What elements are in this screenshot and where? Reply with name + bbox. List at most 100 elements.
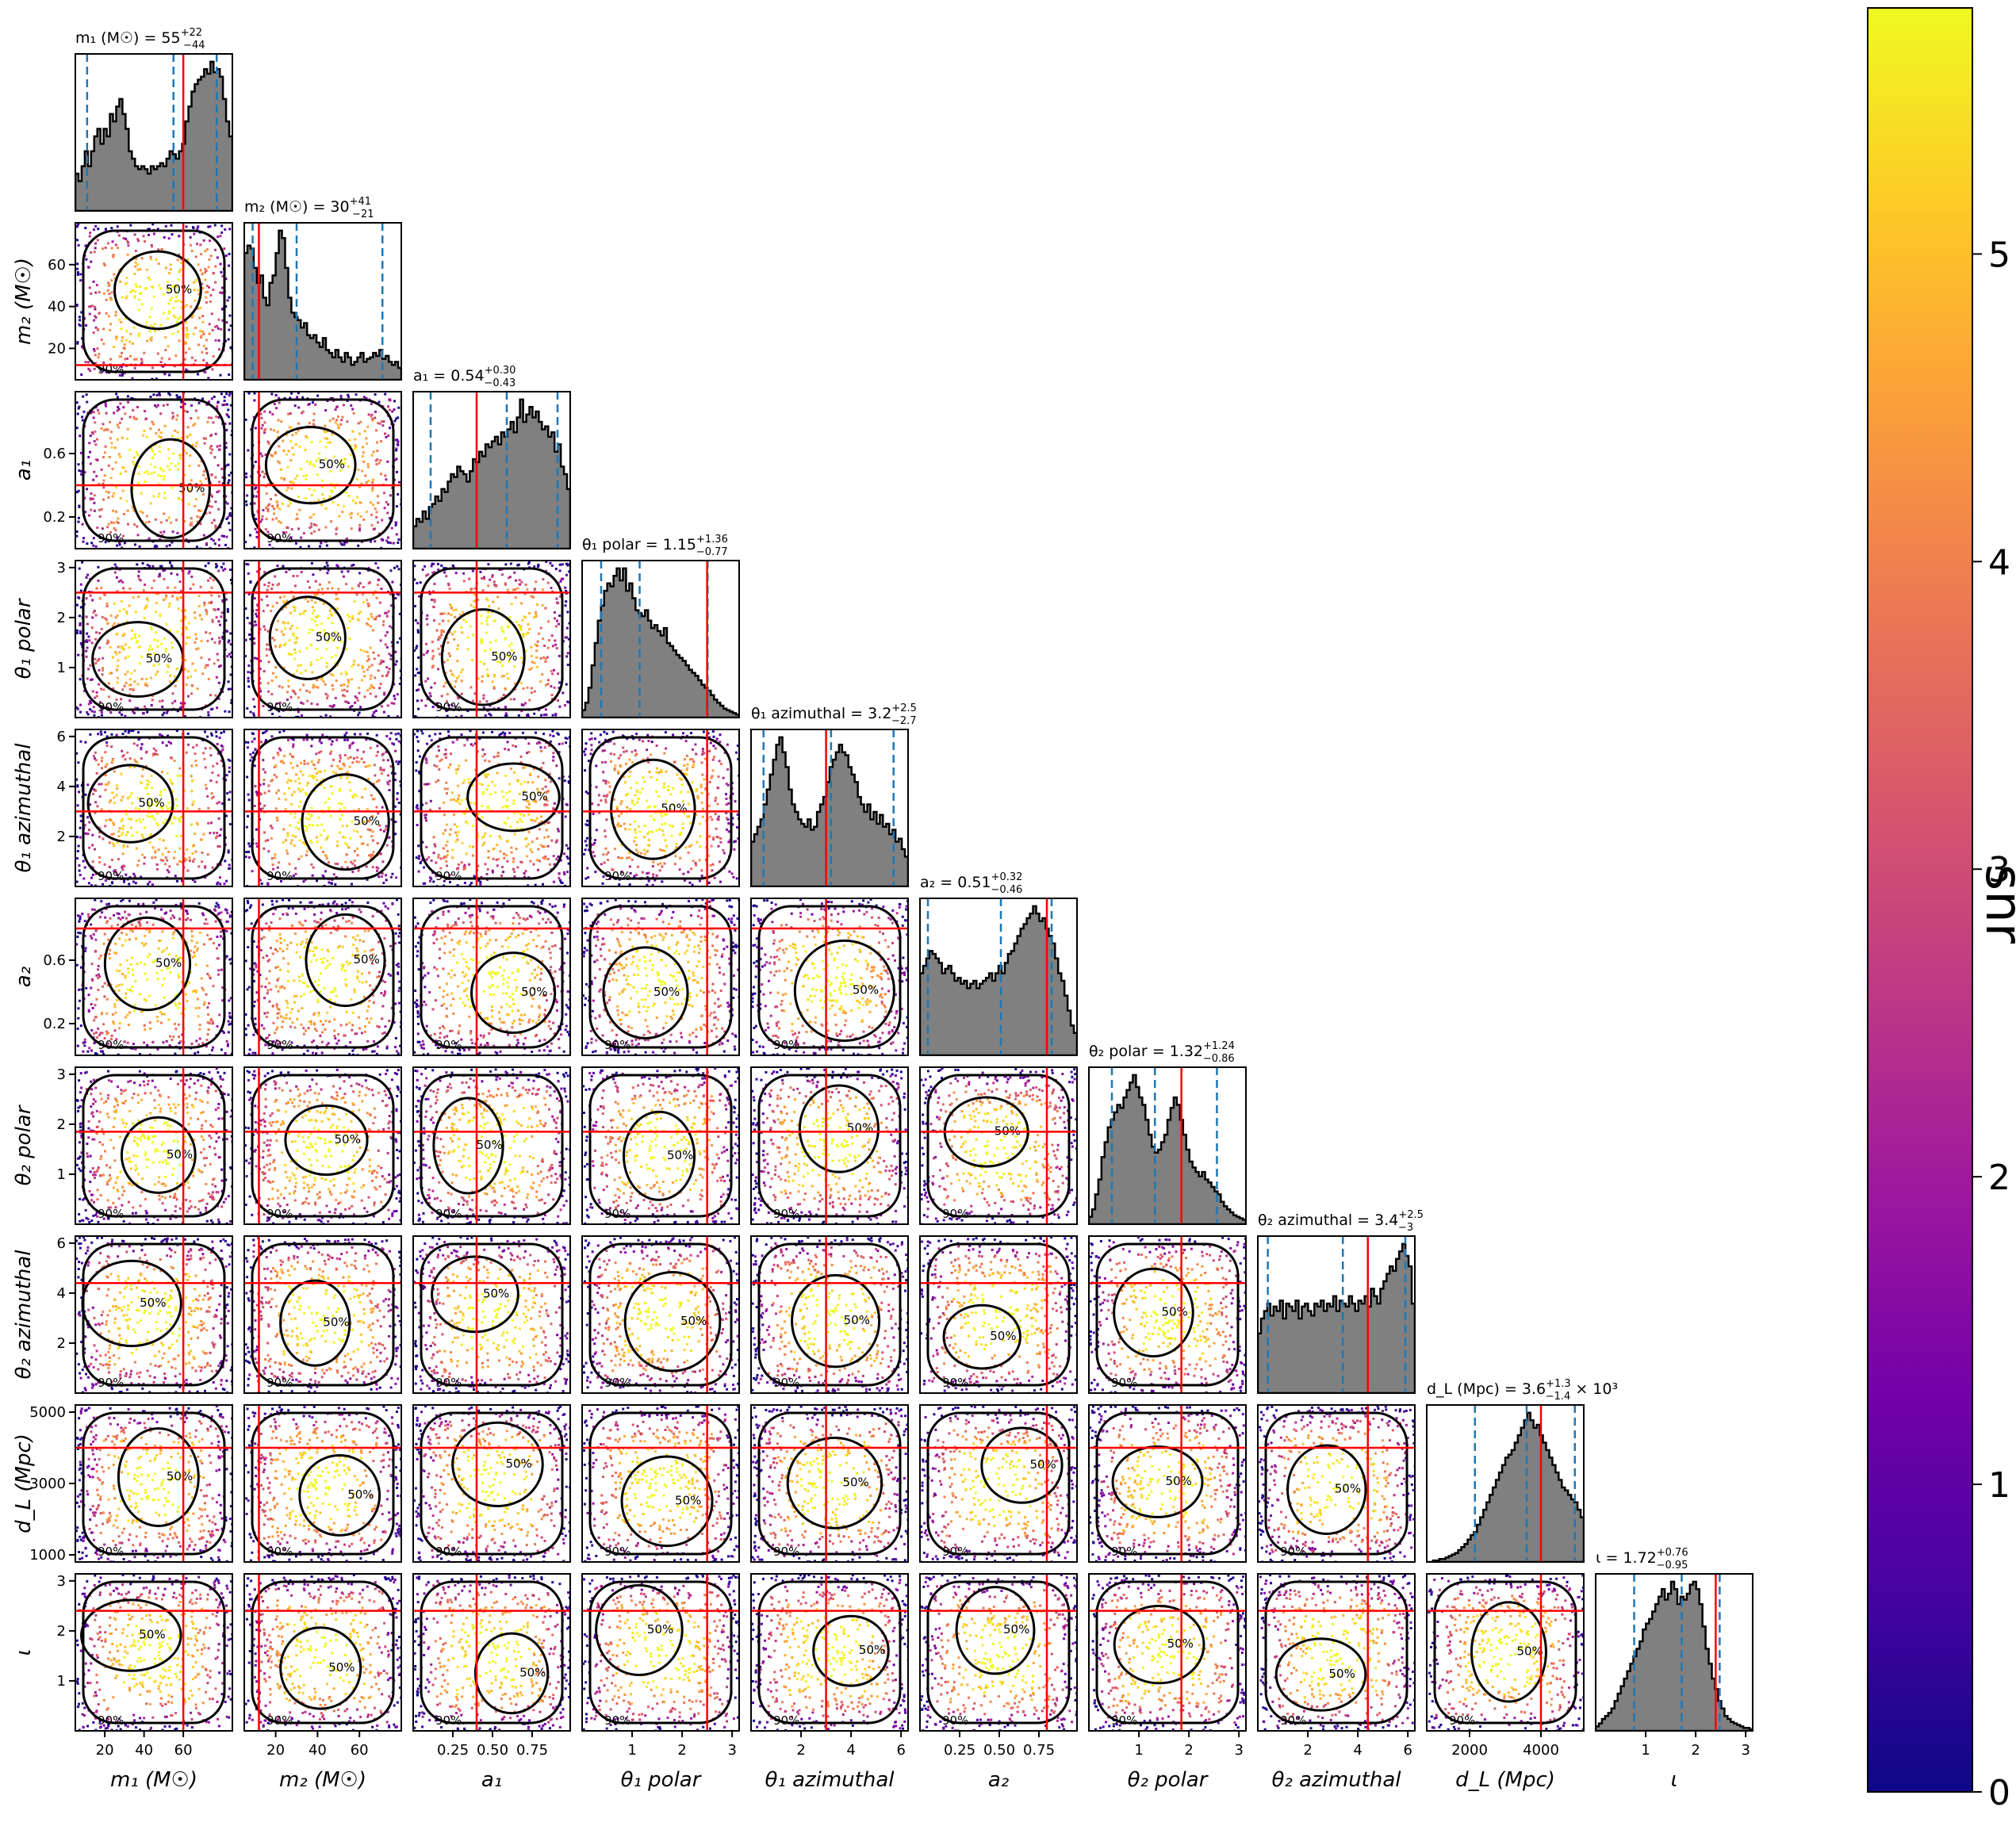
- scatter-m1-vs-theta1a: 50% 90% 2 4 6 θ₁ azimuthal: [12, 729, 233, 887]
- scatter-a1-vs-a2: 50% 90%: [412, 898, 571, 1056]
- contour-90: [757, 905, 902, 1049]
- contour-label-90: 90%: [435, 1713, 462, 1728]
- panel-frame: [75, 1066, 233, 1225]
- scatter-a1-vs-theta1p: 50% 90%: [412, 560, 571, 718]
- contour-label-50: 50%: [847, 1121, 873, 1135]
- colorbar-label: snr: [1974, 864, 2016, 944]
- scatter-points: [920, 1574, 1077, 1731]
- contour-label-90: 90%: [604, 1713, 630, 1728]
- contour-label-90: 90%: [435, 1545, 462, 1559]
- x-tick-label: 3: [1741, 1742, 1750, 1759]
- title-minus: −0.46: [991, 884, 1022, 896]
- y-tick-label: 6: [57, 729, 66, 745]
- scatter-points: [244, 1236, 401, 1393]
- scatter-points: [244, 729, 401, 886]
- contour-label-50: 50%: [519, 1665, 546, 1679]
- contour-90: [1264, 1580, 1409, 1725]
- histogram-theta2a: θ₂ azimuthal = 3.4+2.5 −3: [1257, 1209, 1424, 1394]
- contour-50: [279, 1279, 351, 1367]
- scatter-points: [1258, 1405, 1415, 1562]
- contour-label-50: 50%: [1167, 1637, 1194, 1651]
- y-tick-label: 2: [57, 829, 66, 845]
- contour-90: [588, 1580, 733, 1725]
- panel-frame: [581, 1235, 740, 1394]
- scatter-m2-vs-a2: 50% 90%: [243, 898, 402, 1056]
- contour-label-90: 90%: [98, 1545, 124, 1559]
- contour-label-90: 90%: [604, 1545, 630, 1559]
- contour-90: [1095, 1580, 1240, 1725]
- contour-label-50: 50%: [1516, 1644, 1543, 1658]
- panel-frame: [75, 729, 233, 887]
- contour-label-90: 90%: [435, 869, 462, 883]
- panel-frame: [750, 1404, 909, 1563]
- panel-frame: [581, 729, 740, 887]
- scatter-points: [413, 561, 570, 718]
- contour-50: [86, 764, 174, 844]
- panel-frame: [1257, 1573, 1416, 1732]
- scatter-m1-vs-a2: 50% 90% 0.2 0.6 a₂: [12, 898, 233, 1056]
- histogram-bars: [920, 905, 1077, 1055]
- title-minus: −1.4: [1546, 1391, 1571, 1403]
- x-tick-label: 2: [1303, 1742, 1312, 1759]
- panel-frame: [412, 898, 571, 1056]
- contour-label-50: 50%: [853, 982, 879, 997]
- contour-50: [103, 916, 192, 1012]
- y-tick-label: 4: [57, 779, 66, 795]
- contour-90: [757, 1580, 902, 1725]
- contour-90: [588, 905, 733, 1049]
- scatter-points: [413, 1574, 570, 1731]
- contour-label-50: 50%: [1335, 1482, 1361, 1496]
- colorbar-gradient: [1867, 7, 1973, 1793]
- contour-label-90: 90%: [942, 1713, 968, 1728]
- scatter-m2-vs-theta1p: 50% 90%: [243, 560, 402, 718]
- contour-label-50: 50%: [653, 985, 680, 999]
- title-name: m₁ (M☉): [75, 29, 139, 47]
- panel-frame: [919, 898, 1078, 1056]
- histogram-bars: [75, 60, 232, 211]
- y-tick-label: 40: [48, 299, 66, 316]
- contour-50: [451, 1421, 544, 1507]
- scatter-points: [75, 898, 232, 1055]
- histogram-title: θ₂ azimuthal = 3.4+2.5 −3: [1258, 1209, 1424, 1234]
- histogram-dl: d_L (Mpc) = 3.6+1.3 −1.4 × 10³: [1426, 1378, 1618, 1563]
- y-axis-label: θ₂ polar: [12, 1104, 36, 1185]
- histogram-theta1a: θ₁ azimuthal = 3.2+2.5 −2.7: [750, 702, 917, 887]
- title-eq: =: [139, 29, 161, 47]
- y-axis-label: ι: [12, 1649, 36, 1656]
- contour-label-90: 90%: [98, 531, 124, 546]
- y-axis-label: θ₁ azimuthal: [12, 743, 36, 873]
- panel-frame: [243, 1573, 402, 1732]
- scatter-theta2p-vs-iota: 50% 90% 1 2 3 θ₂ polar: [1088, 1573, 1247, 1792]
- title-eq: =: [1352, 1212, 1374, 1229]
- contour-label-50: 50%: [139, 1628, 165, 1642]
- contour-label-90: 90%: [1280, 1545, 1306, 1559]
- panel-frame: [75, 53, 233, 212]
- x-tick-label: 0.50: [983, 1742, 1015, 1759]
- contour-label-50: 50%: [844, 1313, 870, 1327]
- title-minus: −3: [1398, 1222, 1413, 1234]
- scatter-m2-vs-iota: 50% 90% 20 40 60 m₂ (M☉): [243, 1573, 402, 1792]
- x-tick-label: 20: [266, 1742, 285, 1759]
- histogram-bars: [1089, 1074, 1246, 1224]
- contour-label-90: 90%: [266, 531, 293, 546]
- contour-50: [470, 951, 557, 1035]
- scatter-m1-vs-iota: 50% 90% 20 40 60 m₁ (M☉) 1 2 3 ι: [12, 1573, 233, 1792]
- contour-50: [305, 913, 386, 1008]
- histogram-title: a₂ = 0.51+0.32 −0.46: [920, 871, 1022, 896]
- x-axis-label: ι: [1671, 1768, 1678, 1792]
- title-plus: +0.76: [1657, 1547, 1688, 1559]
- panel-frame: [243, 222, 402, 381]
- title-minus: −0.77: [696, 546, 728, 558]
- contour-label-50: 50%: [146, 652, 172, 666]
- x-axis-label: m₂ (M☉): [279, 1768, 366, 1792]
- contour-label-90: 90%: [1111, 1545, 1137, 1559]
- contour-50: [942, 1303, 1021, 1370]
- title-plus: +22: [181, 27, 202, 39]
- panel-frame: [581, 898, 740, 1056]
- scatter-theta1a-vs-theta2p: 50% 90%: [750, 1066, 909, 1225]
- contour-label-90: 90%: [604, 1038, 630, 1052]
- x-tick-label: 4000: [1523, 1742, 1559, 1759]
- scatter-a2-vs-theta2p: 50%90%: [919, 1066, 1078, 1225]
- title-name: m₂ (M☉): [244, 198, 308, 216]
- scatter-m2-vs-a1: 50% 90%: [243, 391, 402, 549]
